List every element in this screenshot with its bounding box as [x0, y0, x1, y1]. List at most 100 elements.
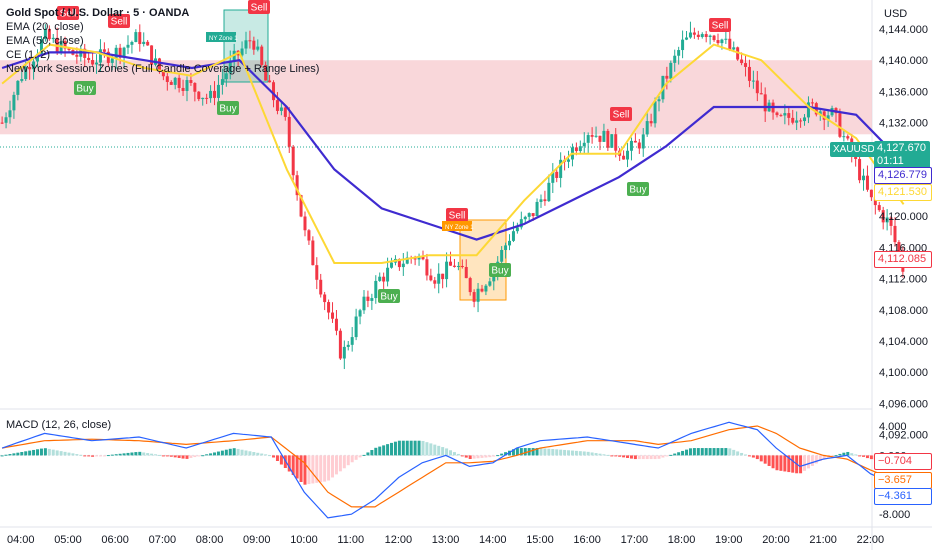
macd-histogram-bar	[751, 455, 755, 458]
ema50-line	[1, 51, 905, 241]
macd-histogram-bar	[704, 448, 708, 456]
macd-histogram-bar	[747, 455, 751, 457]
candle-body	[256, 46, 260, 50]
candle-body	[433, 280, 437, 284]
macd-histogram-bar	[633, 455, 637, 460]
macd-histogram-bar	[598, 453, 602, 456]
candle-body	[0, 122, 4, 124]
candle-body	[366, 296, 370, 301]
candle-body	[472, 292, 476, 302]
time-tick-label: 05:00	[54, 534, 82, 546]
macd-histogram-bar	[216, 451, 220, 456]
macd-histogram-bar	[106, 455, 110, 457]
macd-histogram-bar	[8, 454, 12, 456]
candle-body	[842, 136, 846, 138]
macd-histogram-bar	[425, 442, 429, 456]
macd-histogram-bar	[303, 455, 307, 485]
last-price-tag: 4,127.670 01:11	[874, 141, 930, 169]
candle-body	[720, 39, 724, 44]
candle-body	[331, 312, 335, 319]
candle-body	[43, 28, 47, 40]
sell-signal-badge	[446, 208, 468, 222]
candle-body	[523, 216, 527, 220]
macd-histogram-bar	[201, 455, 205, 457]
candle-body	[110, 58, 114, 63]
time-tick-label: 21:00	[809, 534, 837, 546]
buy-signal-label: Buy	[380, 292, 397, 303]
candle-body	[95, 62, 99, 65]
macd-histogram-bar	[484, 455, 488, 458]
time-tick-label: 10:00	[290, 534, 318, 546]
macd-histogram-bar	[417, 440, 421, 456]
macd-histogram-bar	[775, 455, 779, 471]
macd-histogram-bar	[43, 448, 47, 456]
ema50-legend[interactable]: EMA (50, close)	[6, 35, 84, 47]
macd-histogram-bar	[692, 448, 696, 456]
candle-body	[673, 55, 677, 63]
macd-histogram-bar	[378, 446, 382, 456]
candle-body	[877, 205, 881, 211]
candle-body	[311, 240, 315, 266]
macd-histogram-bar	[712, 448, 716, 456]
macd-histogram-bar	[295, 455, 299, 479]
ema50-price-tag: 4,126.779	[874, 167, 932, 184]
macd-histogram-bar	[342, 455, 346, 469]
price-tick-label: 4,136.000	[879, 86, 928, 98]
candle-body	[181, 87, 185, 91]
chart-legend: Gold Spot / U.S. Dollar · 5 · OANDA EMA …	[6, 6, 319, 76]
macd-histogram-bar	[787, 455, 791, 473]
macd-title[interactable]: MACD (12, 26, close)	[6, 419, 112, 431]
session-legend[interactable]: New York Session Zones (Full Candle Cove…	[6, 63, 320, 75]
candle-body	[244, 40, 248, 49]
macd-histogram-bar	[763, 455, 767, 464]
price-tick-label: 4,092.000	[879, 430, 928, 442]
price-tick-label: 4,132.000	[879, 118, 928, 130]
macd-histogram-bar	[661, 455, 665, 458]
candle-body	[464, 266, 468, 279]
macd-histogram-bar	[374, 447, 378, 456]
macd-histogram-bar	[452, 452, 456, 456]
macd-histogram-bar	[205, 454, 209, 456]
ce-legend[interactable]: CE (1, 2)	[6, 49, 51, 61]
macd-histogram-bar	[539, 448, 543, 456]
macd-histogram-bar	[476, 455, 480, 459]
macd-histogram-bar	[858, 455, 862, 457]
symbol-title[interactable]: Gold Spot / U.S. Dollar · 5 · OANDA	[6, 7, 190, 19]
time-tick-label: 13:00	[432, 534, 460, 546]
macd-histogram-bar	[629, 455, 633, 459]
sell-signal-label: Sell	[60, 9, 77, 20]
buy-signal-badge	[217, 101, 239, 115]
macd-histogram-bar	[209, 453, 213, 456]
ema20-legend[interactable]: EMA (20, close)	[6, 21, 84, 33]
macd-histogram-bar	[150, 453, 154, 456]
candle-body	[32, 61, 36, 70]
candle-body	[869, 189, 873, 198]
macd-histogram-bar	[728, 448, 732, 456]
candle-body	[275, 100, 279, 111]
macd-legend: MACD (12, 26, close)	[6, 418, 111, 432]
candle-body	[685, 37, 689, 40]
macd-histogram-bar	[240, 449, 244, 456]
candle-body	[397, 258, 401, 268]
candle-body	[378, 276, 382, 281]
candle-body	[252, 40, 256, 50]
macd-histogram-bar	[586, 451, 590, 456]
candle-body	[441, 273, 445, 280]
macd-histogram-bar	[185, 455, 189, 459]
candle-body	[555, 171, 559, 178]
macd-histogram-bar	[334, 455, 338, 475]
candle-body	[130, 42, 134, 45]
candle-body	[240, 48, 244, 56]
macd-histogram-bar	[700, 448, 704, 456]
ny-zone-label: NY Zone 1	[445, 225, 474, 231]
macd-histogram-bar	[799, 455, 803, 474]
candle-body	[732, 47, 736, 50]
candle-body	[629, 140, 633, 151]
candle-body	[519, 219, 523, 228]
ema20-price-tag: 4,121.530	[874, 184, 932, 201]
macd-histogram-bar	[610, 455, 614, 457]
macd-histogram-bar	[228, 448, 232, 456]
candle-body	[810, 102, 814, 104]
macd-histogram-bar	[354, 455, 358, 460]
